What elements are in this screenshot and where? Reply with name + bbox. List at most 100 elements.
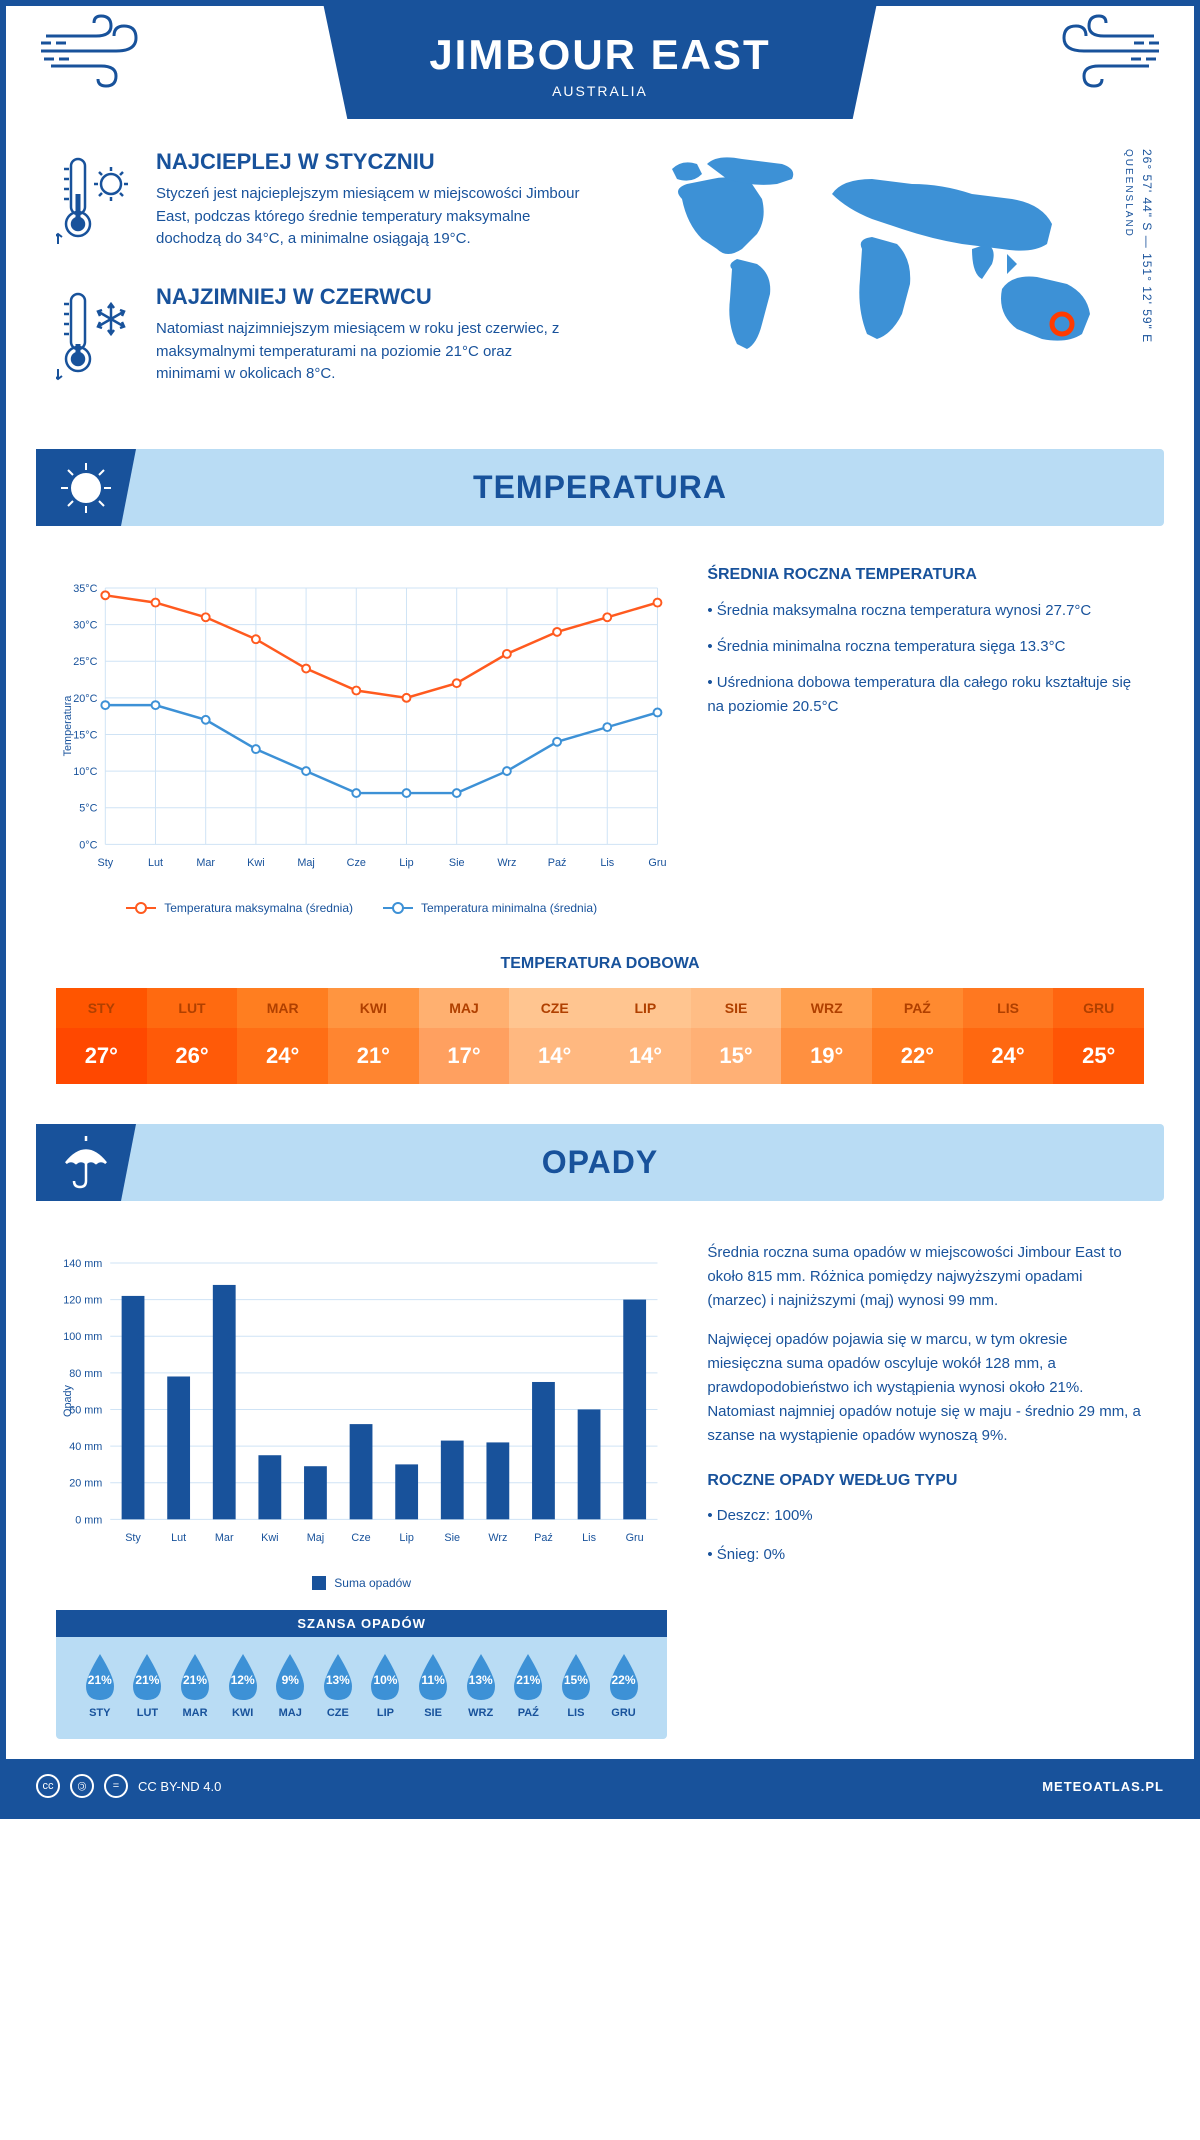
precipitation-section-header: OPADY bbox=[36, 1124, 1164, 1201]
cc-by-icon: 🄯 bbox=[70, 1774, 94, 1798]
svg-text:Sie: Sie bbox=[444, 1532, 460, 1544]
svg-text:0°C: 0°C bbox=[79, 839, 97, 851]
chance-drop: 12% KWI bbox=[219, 1652, 267, 1719]
svg-text:Wrz: Wrz bbox=[488, 1532, 507, 1544]
cc-icon: cc bbox=[36, 1774, 60, 1798]
temp-col: LIP 14° bbox=[600, 988, 691, 1084]
wind-icon-right bbox=[1044, 6, 1164, 96]
temp-col: SIE 15° bbox=[691, 988, 782, 1084]
svg-text:10°C: 10°C bbox=[73, 766, 97, 778]
chance-drop: 22% GRU bbox=[600, 1652, 648, 1719]
precip-type-title: ROCZNE OPADY WEDŁUG TYPU bbox=[707, 1468, 1144, 1494]
temp-col: LIS 24° bbox=[963, 988, 1054, 1084]
daily-temp-table: STY 27° LUT 26° MAR 24° KWI 21° MAJ 17° … bbox=[56, 988, 1144, 1084]
svg-text:20°C: 20°C bbox=[73, 693, 97, 705]
region-label: QUEENSLAND bbox=[1123, 149, 1134, 238]
chance-drop: 10% LIP bbox=[362, 1652, 410, 1719]
svg-text:Lip: Lip bbox=[399, 857, 413, 869]
temp-summary-p1: • Średnia maksymalna roczna temperatura … bbox=[707, 599, 1144, 623]
svg-text:30°C: 30°C bbox=[73, 620, 97, 632]
svg-text:120 mm: 120 mm bbox=[63, 1295, 102, 1307]
svg-text:0 mm: 0 mm bbox=[75, 1514, 102, 1526]
svg-text:Sty: Sty bbox=[125, 1532, 141, 1544]
svg-text:20 mm: 20 mm bbox=[69, 1478, 102, 1490]
warmest-block: NAJCIEPLEJ W STYCZNIU Styczeń jest najci… bbox=[56, 149, 580, 254]
temp-col: LUT 26° bbox=[147, 988, 238, 1084]
svg-text:40 mm: 40 mm bbox=[69, 1441, 102, 1453]
svg-text:5°C: 5°C bbox=[79, 803, 97, 815]
svg-text:Mar: Mar bbox=[215, 1532, 234, 1544]
svg-text:Paź: Paź bbox=[534, 1532, 553, 1544]
svg-text:25°C: 25°C bbox=[73, 656, 97, 668]
coldest-title: NAJZIMNIEJ W CZERWCU bbox=[156, 284, 580, 310]
svg-text:Kwi: Kwi bbox=[247, 857, 264, 869]
location-subtitle: AUSTRALIA bbox=[205, 83, 995, 99]
temp-summary-p3: • Uśredniona dobowa temperatura dla całe… bbox=[707, 671, 1144, 719]
temp-summary-title: ŚREDNIA ROCZNA TEMPERATURA bbox=[707, 566, 1144, 584]
temp-col: MAJ 17° bbox=[419, 988, 510, 1084]
svg-text:60 mm: 60 mm bbox=[69, 1404, 102, 1416]
svg-text:Lut: Lut bbox=[171, 1532, 186, 1544]
thermometer-snow-icon bbox=[56, 284, 136, 389]
precipitation-bar-chart: 0 mm20 mm40 mm60 mm80 mm100 mm120 mm140 … bbox=[56, 1241, 667, 1561]
svg-text:Mar: Mar bbox=[196, 857, 215, 869]
sun-icon bbox=[36, 449, 136, 526]
svg-text:140 mm: 140 mm bbox=[63, 1258, 102, 1270]
svg-text:Lip: Lip bbox=[399, 1532, 413, 1544]
precip-summary-p2: Najwięcej opadów pojawia się w marcu, w … bbox=[707, 1328, 1144, 1448]
chance-title: SZANSA OPADÓW bbox=[56, 1610, 667, 1637]
temperature-line-chart: 0°C5°C10°C15°C20°C25°C30°C35°CStyLutMarK… bbox=[56, 566, 667, 886]
svg-text:Kwi: Kwi bbox=[261, 1532, 278, 1544]
world-map bbox=[620, 149, 1144, 399]
chance-drop: 11% SIE bbox=[409, 1652, 457, 1719]
precipitation-chance-box: SZANSA OPADÓW 21% STY 21% LUT 21% MAR 12… bbox=[56, 1610, 667, 1739]
warmest-text: Styczeń jest najcieplejszym miesiącem w … bbox=[156, 183, 580, 251]
site-name: METEOATLAS.PL bbox=[1042, 1779, 1164, 1794]
chance-drop: 21% LUT bbox=[124, 1652, 172, 1719]
svg-text:Cze: Cze bbox=[347, 857, 366, 869]
temp-col: CZE 14° bbox=[509, 988, 600, 1084]
svg-text:35°C: 35°C bbox=[73, 583, 97, 595]
chance-drop: 21% STY bbox=[76, 1652, 124, 1719]
cc-nd-icon: = bbox=[104, 1774, 128, 1798]
temp-col: GRU 25° bbox=[1053, 988, 1144, 1084]
page-header: JIMBOUR EAST AUSTRALIA bbox=[205, 6, 995, 119]
svg-text:Cze: Cze bbox=[351, 1532, 370, 1544]
chance-drop: 15% LIS bbox=[552, 1652, 600, 1719]
legend-min: .legend-line[style*="3d91d6"]::before{bo… bbox=[383, 901, 597, 915]
temp-col: STY 27° bbox=[56, 988, 147, 1084]
precip-summary-p1: Średnia roczna suma opadów w miejscowośc… bbox=[707, 1241, 1144, 1313]
svg-text:Paź: Paź bbox=[548, 857, 567, 869]
warmest-title: NAJCIEPLEJ W STYCZNIU bbox=[156, 149, 580, 175]
temp-col: PAŹ 22° bbox=[872, 988, 963, 1084]
svg-text:Temperatura: Temperatura bbox=[62, 695, 74, 757]
temp-col: WRZ 19° bbox=[781, 988, 872, 1084]
wind-icon-left bbox=[36, 6, 156, 96]
chance-drop: 21% PAŹ bbox=[504, 1652, 552, 1719]
umbrella-icon bbox=[36, 1124, 136, 1201]
thermometer-sun-icon bbox=[56, 149, 136, 254]
svg-text:Gru: Gru bbox=[626, 1532, 644, 1544]
temp-col: MAR 24° bbox=[237, 988, 328, 1084]
temperature-title: TEMPERATURA bbox=[36, 469, 1164, 506]
page-footer: cc 🄯 = CC BY-ND 4.0 METEOATLAS.PL bbox=[6, 1759, 1194, 1813]
chance-drop: 13% CZE bbox=[314, 1652, 362, 1719]
svg-text:Maj: Maj bbox=[307, 1532, 324, 1544]
precipitation-title: OPADY bbox=[36, 1144, 1164, 1181]
svg-text:80 mm: 80 mm bbox=[69, 1368, 102, 1380]
svg-text:Lis: Lis bbox=[582, 1532, 596, 1544]
legend-precip: Suma opadów bbox=[312, 1576, 411, 1590]
location-title: JIMBOUR EAST bbox=[205, 31, 995, 79]
license-text: CC BY-ND 4.0 bbox=[138, 1779, 221, 1794]
svg-text:15°C: 15°C bbox=[73, 729, 97, 741]
svg-text:Maj: Maj bbox=[297, 857, 314, 869]
precip-type-rain: • Deszcz: 100% bbox=[707, 1504, 1144, 1528]
svg-text:Gru: Gru bbox=[648, 857, 666, 869]
legend-max: .legend-line[style*="ff5a1f"]::before{bo… bbox=[126, 901, 353, 915]
chance-drop: 21% MAR bbox=[171, 1652, 219, 1719]
svg-text:Sie: Sie bbox=[449, 857, 465, 869]
svg-text:Lis: Lis bbox=[600, 857, 614, 869]
precip-type-snow: • Śnieg: 0% bbox=[707, 1543, 1144, 1567]
coldest-block: NAJZIMNIEJ W CZERWCU Natomiast najzimnie… bbox=[56, 284, 580, 389]
coldest-text: Natomiast najzimniejszym miesiącem w rok… bbox=[156, 318, 580, 386]
